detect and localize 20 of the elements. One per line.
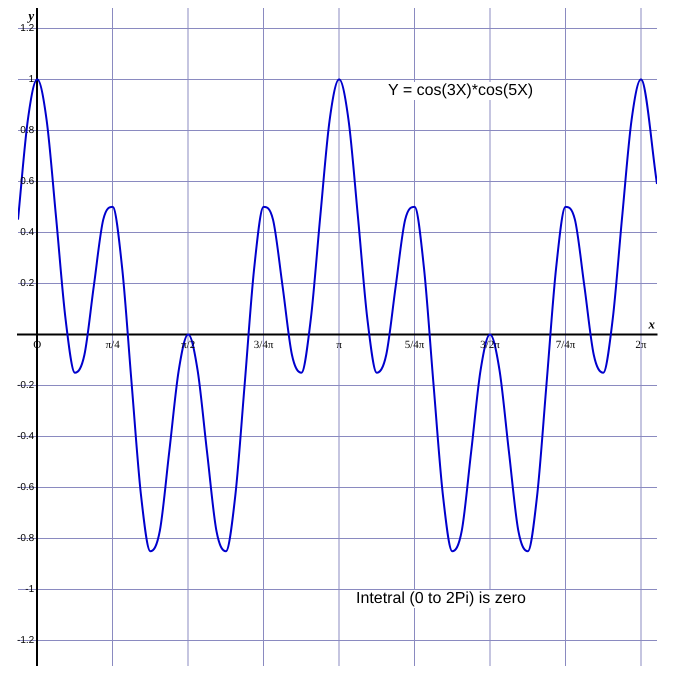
- y-tick-label: -1.2: [16, 635, 35, 646]
- annotation: Y = cos(3X)*cos(5X): [388, 82, 534, 100]
- x-tick-label: 7/4π: [556, 338, 576, 351]
- y-tick-label: 0.4: [20, 227, 35, 238]
- y-tick-label: 1: [28, 74, 35, 86]
- y-tick-label: -1: [25, 584, 35, 596]
- y-tick-label: -0.2: [16, 380, 35, 392]
- y-tick-label: -0.6: [16, 482, 35, 494]
- x-axis-title: x: [648, 316, 656, 332]
- y-axis-title: y: [26, 8, 34, 23]
- x-tick-label: 2π: [635, 338, 647, 351]
- y-tick-label: -0.8: [16, 533, 35, 544]
- y-tick-label: 0.2: [20, 278, 35, 290]
- x-tick-label: π: [336, 338, 342, 351]
- annotation: Intetral (0 to 2Pi) is zero: [356, 590, 526, 608]
- x-tick-label: 5/4π: [404, 338, 425, 351]
- y-tick-label: -0.4: [16, 431, 35, 442]
- y-tick-label: 1.2: [20, 23, 35, 34]
- x-tick-label: 3/4π: [254, 338, 274, 351]
- x-tick-label: π/4: [106, 338, 120, 351]
